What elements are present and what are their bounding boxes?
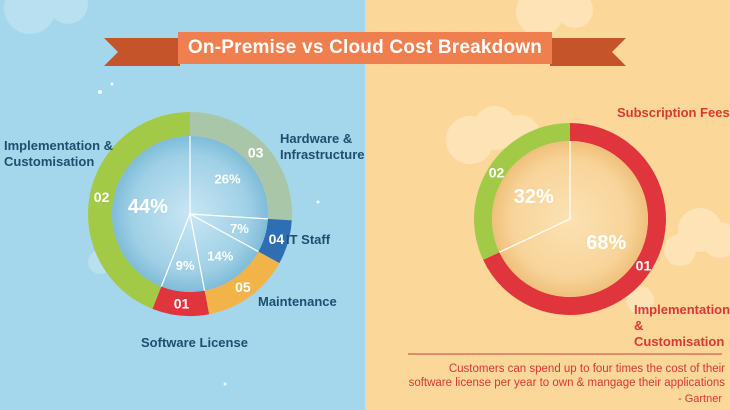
quote-attribution: - Gartner (677, 393, 722, 405)
slice-it-staff (258, 218, 292, 264)
legend-label-it-staff: IT Staff (286, 232, 331, 247)
legend-label-maintenance: Maintenance (258, 294, 337, 309)
slice-number-05: 05 (235, 279, 251, 295)
right-clouds (446, 0, 730, 314)
slice-divider (189, 213, 268, 220)
page-title: On-Premise vs Cloud Cost Breakdown (187, 37, 543, 58)
slice-percent-label: 32% (514, 186, 554, 208)
legend-label-hardware: Hardware & Infrastructure (280, 131, 365, 162)
quote-line-1: Customers can spend up to four times the… (448, 363, 725, 375)
slice-number-01: 01 (636, 258, 652, 274)
legend-label-subscription: Subscription Fees (617, 105, 730, 120)
slice-software-license (152, 286, 210, 316)
slice-hardware-infrastructure (190, 112, 292, 221)
legend-label-software-license: Software License (141, 335, 248, 350)
slice-implementation-customisation (474, 123, 570, 260)
title-banner (104, 32, 626, 66)
slice-number-01: 01 (174, 296, 190, 312)
slice-divider (189, 213, 259, 253)
slice-number-04: 04 (269, 231, 285, 247)
slice-divider (160, 213, 191, 287)
slice-number-02: 02 (94, 189, 110, 205)
legend-label-cloud-implementation: Implementation & Customisation (634, 302, 730, 349)
quote-line-2: software license per year to own & manga… (408, 377, 725, 389)
right-donut-chart: 01 68% 02 32% (474, 123, 666, 315)
slice-percent-label: 9% (176, 258, 195, 273)
slice-divider (189, 213, 206, 291)
left-donut-chart: 03 26% 04 7% 05 14% 01 9% 02 44% (88, 112, 292, 316)
slice-divider (499, 218, 571, 253)
slice-percent-label: 7% (230, 221, 249, 236)
slice-number-02: 02 (489, 164, 505, 180)
slice-maintenance (204, 251, 280, 315)
legend-label-implementation: Implementation & Customisation (4, 138, 114, 169)
slice-percent-label: 26% (215, 171, 241, 186)
quote-text: Customers can spend up to four times the… (395, 362, 725, 390)
slice-percent-label: 68% (586, 232, 626, 254)
slice-percent-label: 44% (128, 196, 168, 218)
decorative-stars (98, 82, 320, 386)
slice-implementation-customisation (88, 112, 190, 309)
slice-number-03: 03 (248, 144, 264, 160)
slice-percent-label: 14% (207, 248, 233, 263)
